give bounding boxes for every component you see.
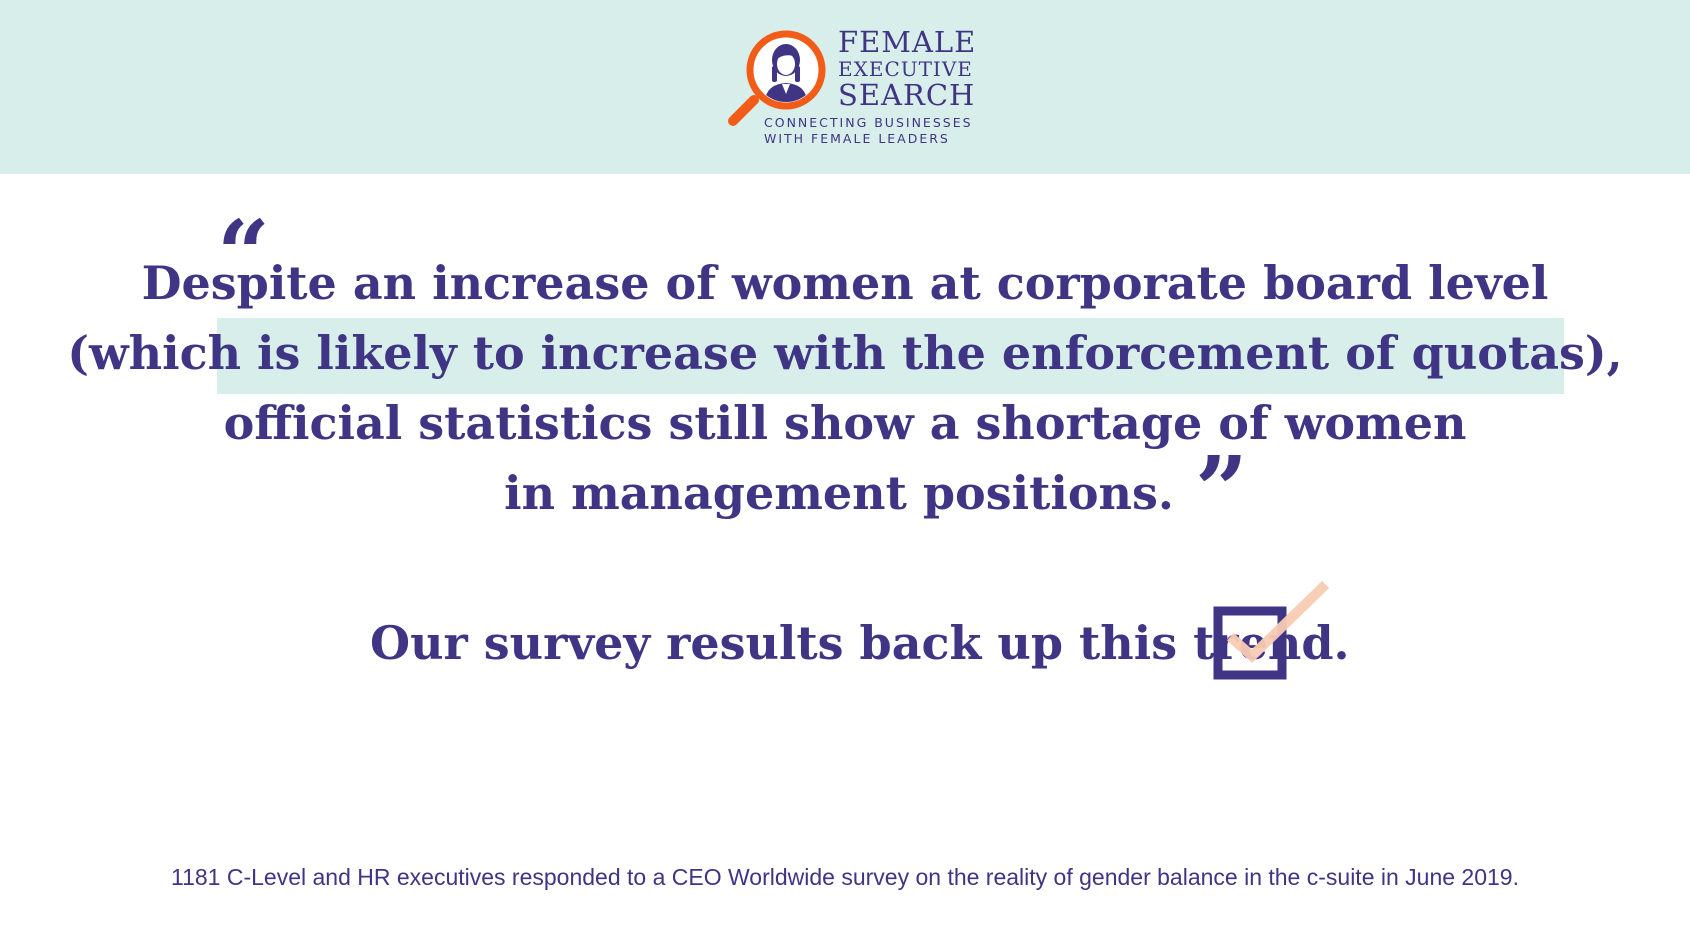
logo-tagline-line2: WITH FEMALE LEADERS — [764, 131, 950, 146]
female-executive-search-logo[interactable]: FEMALE EXECUTIVE SEARCH CONNECTING BUSIN… — [726, 22, 996, 152]
close-quote-mark: ” — [1195, 436, 1248, 544]
quote-highlight-band — [217, 318, 1564, 394]
logo-tagline-line1: CONNECTING BUSINESSES — [764, 115, 973, 130]
quote-line-2: (which is likely to increase with the en… — [67, 326, 1623, 380]
magnifier-woman-icon — [728, 30, 826, 126]
checkbox-checked-icon — [1213, 580, 1330, 680]
quote-line-3: official statistics still show a shortag… — [223, 396, 1467, 450]
logo-line-search: SEARCH — [838, 78, 976, 112]
logo-line-executive: EXECUTIVE — [838, 57, 973, 81]
open-quote-mark: “ — [217, 200, 270, 308]
quote-line-1: Despite an increase of women at corporat… — [141, 256, 1549, 310]
header-banner: FEMALE EXECUTIVE SEARCH CONNECTING BUSIN… — [0, 0, 1690, 174]
logo-line-female: FEMALE — [838, 25, 977, 59]
logo-tagline: CONNECTING BUSINESSES WITH FEMALE LEADER… — [764, 115, 973, 147]
survey-footnote: 1181 C-Level and HR executives responded… — [171, 864, 1519, 890]
quote-line-4: in management positions. — [504, 466, 1174, 520]
logo-wordmark: FEMALE EXECUTIVE SEARCH — [838, 28, 976, 110]
survey-statement: Our survey results back up this trend. — [370, 616, 1350, 670]
